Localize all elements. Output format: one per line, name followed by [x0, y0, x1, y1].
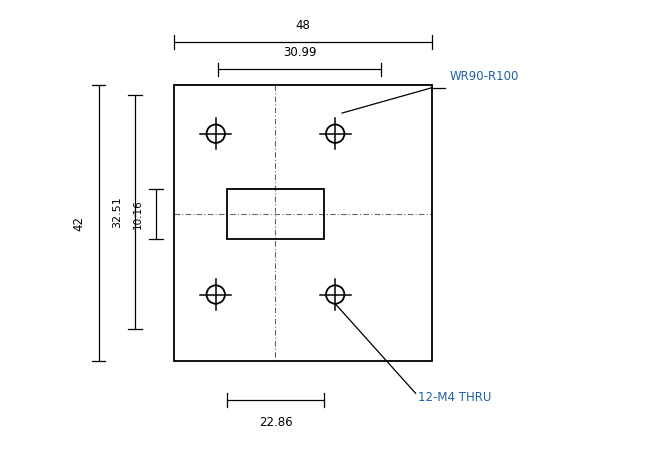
- Text: 42: 42: [73, 216, 85, 231]
- Text: 48: 48: [295, 19, 310, 32]
- Text: 10.16: 10.16: [133, 199, 143, 229]
- Bar: [174, 86, 432, 361]
- Text: WR90-R100: WR90-R100: [450, 70, 520, 83]
- Text: 30.99: 30.99: [283, 46, 316, 60]
- Bar: [227, 189, 323, 239]
- Text: 32.51: 32.51: [112, 196, 123, 228]
- Text: 12-M4 THRU: 12-M4 THRU: [418, 392, 491, 405]
- Text: 22.86: 22.86: [259, 416, 292, 429]
